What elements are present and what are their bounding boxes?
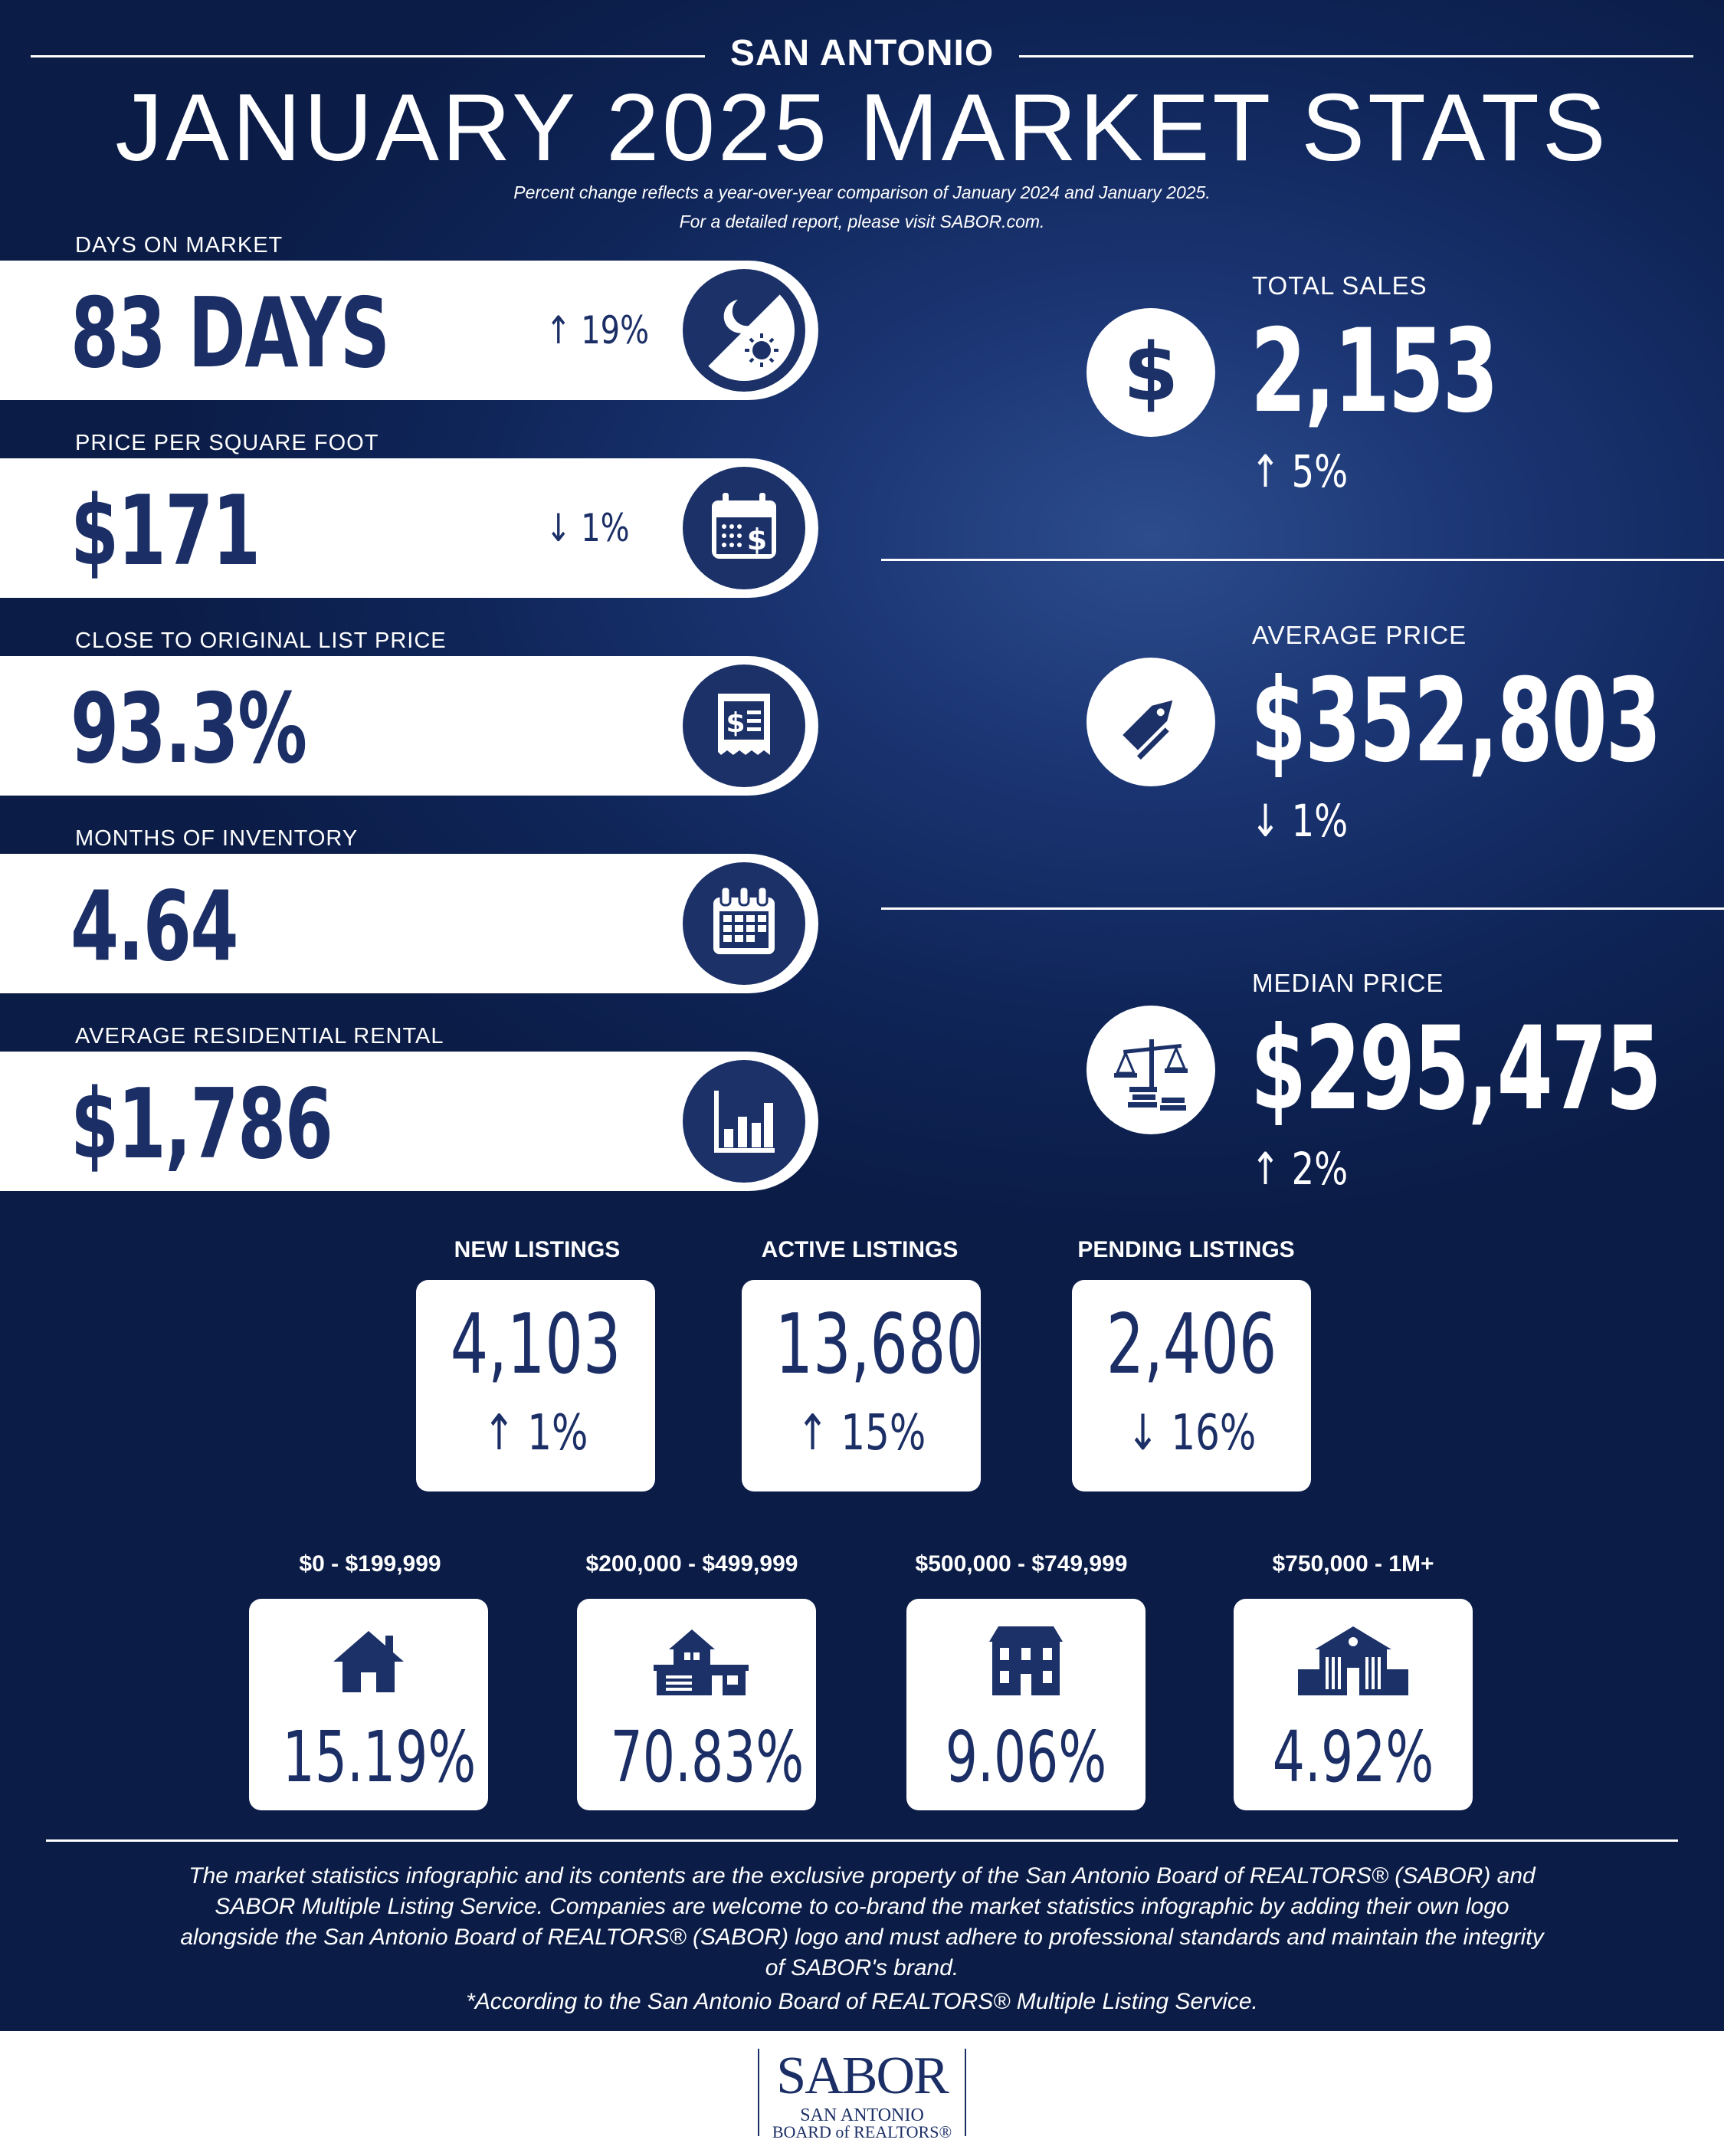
average-price-label: AVERAGE PRICE [1252,621,1467,649]
range-2-label: $200,000 - $499,999 [585,1551,798,1577]
pending-listings-value: 2,406 [1106,1297,1277,1393]
day-night-icon [683,269,805,392]
months-inventory-value: 4.64 [70,870,239,983]
mansion-icon [1298,1626,1408,1695]
median-price-value: $295,475 [1250,1003,1662,1136]
source-note: *According to the San Antonio Board of R… [466,1989,1258,2014]
report-note: For a detailed report, please visit SABO… [679,212,1045,231]
total-sales-label: TOTAL SALES [1252,271,1427,300]
range-1-value: 15.19% [282,1716,477,1798]
svg-text:$: $ [1123,326,1178,419]
house-garage-icon [654,1629,749,1695]
close-to-list-label: CLOSE TO ORIGINAL LIST PRICE [75,628,447,653]
days-on-market-value: 83 DAYS [70,277,390,389]
price-per-sqft-label: PRICE PER SQUARE FOOT [75,431,379,455]
disclaimer-line-4: of SABOR's brand. [765,1955,959,1980]
new-listings-label: NEW LISTINGS [454,1237,621,1262]
average-rental-bar: $1,786 [0,1052,818,1191]
price-per-sqft-bar: $171 ↓ 1% $ [0,458,818,598]
disclaimer-line-3: alongside the San Antonio Board of REALT… [180,1925,1544,1950]
days-on-market-bar: 83 DAYS ↑ 19% [0,261,818,400]
right-divider-2 [881,907,1724,910]
page-title: JANUARY 2025 MARKET STATS [115,75,1609,181]
receipt-icon: $ [683,665,805,787]
active-listings-value: 13,680 [775,1297,984,1393]
disclaimer-line-2: SABOR Multiple Listing Service. Companie… [215,1894,1509,1919]
months-inventory-label: MONTHS OF INVENTORY [75,826,359,851]
average-rental-label: AVERAGE RESIDENTIAL RENTAL [75,1024,444,1048]
range-2-value: 70.83% [610,1716,805,1798]
new-listings-value: 4,103 [450,1297,621,1393]
logo-brand: SABOR [776,2046,949,2105]
scale-icon [1087,1006,1215,1134]
total-sales-change: ↑ 5% [1250,445,1349,497]
pending-listings-label: PENDING LISTINGS [1077,1237,1295,1262]
city-name: SAN ANTONIO [729,33,995,74]
close-to-list-bar: 93.3% $ [0,656,818,796]
dollar-icon: $ [1087,308,1215,437]
pending-listings-change: ↓ 16% [1126,1405,1257,1462]
comparison-note: Percent change reflects a year-over-year… [513,182,1211,202]
bar-chart-icon [683,1060,805,1183]
days-on-market-label: DAYS ON MARKET [75,233,284,258]
new-listings-card: 4,103 ↑ 1% [416,1280,655,1491]
logo-rule-right [965,2049,966,2136]
total-sales-value: 2,153 [1250,305,1499,438]
price-per-sqft-change: ↓ 1% [546,506,630,550]
close-to-list-value: 93.3% [70,672,307,785]
range-4-label: $750,000 - 1M+ [1272,1551,1434,1577]
median-price-change: ↑ 2% [1250,1143,1349,1195]
sabor-logo: SABOR SAN ANTONIO BOARD of REALTORS® [755,2043,969,2142]
logo-rule-left [758,2049,759,2136]
average-rental-value: $1,786 [70,1068,333,1180]
range-4-value: 4.92% [1272,1716,1434,1798]
range-3-value: 9.06% [945,1716,1107,1798]
days-on-market-change: ↑ 19% [546,308,650,353]
average-price-change: ↓ 1% [1250,795,1349,847]
range-3-card: 9.06% [906,1599,1146,1810]
new-listings-change: ↑ 1% [483,1405,588,1462]
active-listings-card: 13,680 ↑ 15% [742,1280,984,1491]
right-divider-1 [881,559,1724,561]
logo-line-1: SAN ANTONIO [800,2105,924,2125]
calendar-icon [683,862,805,985]
range-4-card: 4.92% [1234,1599,1473,1810]
average-price-value: $352,803 [1250,655,1662,788]
infographic-poster: SAN ANTONIO JANUARY 2025 MARKET STATS Pe… [0,0,1724,2031]
header-rule-left [31,55,705,57]
range-2-card: 70.83% [577,1599,816,1810]
svg-text:$: $ [726,707,745,739]
footer-rule [46,1839,1678,1842]
range-3-label: $500,000 - $749,999 [915,1551,1128,1577]
small-house-icon [333,1631,404,1692]
logo-line-2: BOARD of REALTORS® [772,2122,952,2141]
range-1-label: $0 - $199,999 [299,1551,441,1577]
disclaimer-line-1: The market statistics infographic and it… [188,1863,1536,1889]
svg-text:$: $ [747,523,767,556]
pending-listings-card: 2,406 ↓ 16% [1072,1280,1311,1491]
median-price-label: MEDIAN PRICE [1252,969,1444,997]
header-rule-right [1019,55,1693,57]
two-story-house-icon [989,1626,1063,1695]
months-inventory-bar: 4.64 [0,854,818,993]
range-1-card: 15.19% [249,1599,488,1810]
active-listings-change: ↑ 15% [796,1405,926,1462]
calendar-dollar-icon: $ [683,467,805,589]
active-listings-label: ACTIVE LISTINGS [761,1237,959,1262]
price-per-sqft-value: $171 [70,474,261,587]
price-tag-icon [1087,658,1215,786]
